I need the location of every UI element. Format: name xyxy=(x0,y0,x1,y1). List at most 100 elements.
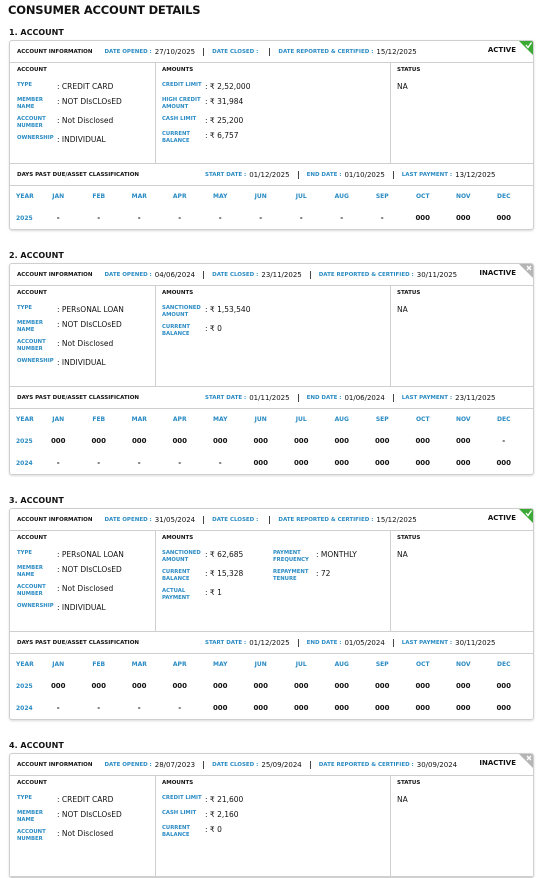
row-label: REPAYMENT TENURE xyxy=(273,569,309,582)
month-cell: 000 xyxy=(415,682,431,690)
month-row: 2025 000 000 000 000 000 000 000 000 000 000 000 - xyxy=(10,430,533,452)
month-header-cell: NOV xyxy=(455,193,471,200)
month-cell: 000 xyxy=(496,459,512,467)
row-label: TYPE xyxy=(17,305,32,311)
row-label: TYPE xyxy=(17,795,32,801)
column-title: STATUS xyxy=(397,67,421,73)
month-header-cell: FEB xyxy=(92,416,106,423)
field-label: LAST PAYMENT : xyxy=(401,639,453,646)
corner-icon xyxy=(526,265,532,271)
rows: TYPE: CREDIT CARD MEMBER NAME: NOT DIsCLO… xyxy=(17,795,149,843)
detail-row: CASH LIMIT: ₹ 25,200 xyxy=(162,116,275,126)
month-header-cell: JAN xyxy=(52,416,65,423)
month-cell: 000 xyxy=(415,459,431,467)
column-title: ACCOUNT xyxy=(17,535,47,541)
row-value: : PERsONAL LOAN xyxy=(57,550,124,559)
detail-row: ACTUAL PAYMENT: ₹ 1 xyxy=(162,588,273,602)
field-value: 30/11/2025 xyxy=(416,270,458,279)
row-label: CREDIT LIMIT xyxy=(162,82,202,88)
status-column: STATUS NA xyxy=(391,531,533,631)
account-heading: 2. ACCOUNT xyxy=(9,251,64,260)
month-cell: 000 xyxy=(293,704,309,712)
rows: TYPE: CREDIT CARD MEMBER NAME: NOT DIsCLO… xyxy=(17,82,149,145)
separator xyxy=(297,170,299,179)
field-label: DATE OPENED : xyxy=(104,516,152,523)
field-value: 31/05/2024 xyxy=(154,515,196,524)
month-cell: 000 xyxy=(455,704,471,712)
status-text: NA xyxy=(397,795,408,804)
field-value: 28/07/2023 xyxy=(154,760,196,769)
month-cell: 000 xyxy=(455,214,471,222)
separator xyxy=(203,270,205,279)
account-card: ACCOUNT INFORMATION DATE OPENED :28/07/20… xyxy=(9,753,534,878)
status-corner xyxy=(519,509,533,523)
column-title: STATUS xyxy=(397,780,421,786)
month-header-cell: AUG xyxy=(334,193,349,200)
field: LAST PAYMENT :13/12/2025 xyxy=(402,171,496,179)
row-value: : INDIVIDUAL xyxy=(57,358,106,367)
column-title: ACCOUNT xyxy=(17,290,47,296)
field-value: 01/10/2025 xyxy=(344,170,385,179)
row-label: CURRENT BALANCE xyxy=(162,569,191,582)
row-label: MEMBER NAME xyxy=(17,97,43,110)
month-cell: 000 xyxy=(172,437,188,445)
field-label: END DATE : xyxy=(306,171,342,178)
detail-row: CREDIT LIMIT: ₹ 2,52,000 xyxy=(162,82,275,92)
month-cell: - xyxy=(299,214,303,222)
month-cell: - xyxy=(56,704,60,712)
month-cell: 000 xyxy=(496,704,512,712)
month-cell: 000 xyxy=(131,437,147,445)
month-cell: 000 xyxy=(253,437,269,445)
row-label: OWNERSHIP xyxy=(17,603,54,609)
month-cell: - xyxy=(178,214,182,222)
month-row: 2024 - - - - - 000 000 000 000 000 000 000 xyxy=(10,452,533,474)
row-label: CURRENT BALANCE xyxy=(162,825,191,838)
separator xyxy=(297,638,299,647)
field-label: DATE CLOSED : xyxy=(212,761,259,768)
separator xyxy=(203,47,205,56)
status-badge: INACTIVE xyxy=(479,759,516,767)
detail-row: REPAYMENT TENURE : 72 xyxy=(273,569,384,583)
info-label: ACCOUNT INFORMATION xyxy=(17,271,93,278)
month-cell: 000 xyxy=(50,682,66,690)
month-cell: 000 xyxy=(334,682,350,690)
month-cell: - xyxy=(178,704,182,712)
row-value: : Not Disclosed xyxy=(57,116,114,125)
month-header-cell: SEP xyxy=(375,193,389,200)
month-cell: 000 xyxy=(415,437,431,445)
month-cell: - xyxy=(340,214,344,222)
row-value: : 72 xyxy=(316,569,331,578)
month-header-cell: SEP xyxy=(375,661,389,668)
info-label: ACCOUNT INFORMATION xyxy=(17,516,93,523)
field-label: START DATE : xyxy=(205,171,247,178)
field-label: DATE REPORTED & CERTIFIED : xyxy=(278,48,374,55)
month-header-cell: JUN xyxy=(254,416,267,423)
field-label: END DATE : xyxy=(306,639,342,646)
field: DATE REPORTED & CERTIFIED :15/12/2025 xyxy=(278,48,416,56)
column-title: AMOUNTS xyxy=(162,67,194,73)
amounts-grid: SANCTIONED AMOUNT: ₹ 1,53,540 CURRENT BAL… xyxy=(162,305,384,338)
month-header-cell: FEB xyxy=(92,193,106,200)
month-row: 2024 - - - - 000 000 000 000 000 000 000 000 xyxy=(10,697,533,719)
month-cell: 000 xyxy=(374,704,390,712)
field-value: 27/10/2025 xyxy=(154,47,196,56)
month-cell: 000 xyxy=(496,682,512,690)
detail-row: TYPE: PERsONAL LOAN xyxy=(17,305,149,315)
field: DATE REPORTED & CERTIFIED :15/12/2025 xyxy=(278,516,416,524)
amounts-column: AMOUNTS CREDIT LIMIT: ₹ 2,52,000 HIGH CRED… xyxy=(156,63,391,163)
month-cell: - xyxy=(97,459,101,467)
amounts-grid: SANCTIONED AMOUNT: ₹ 62,685 CURRENT BALAN… xyxy=(162,550,384,602)
month-cell: 000 xyxy=(415,704,431,712)
row-label: ACTUAL PAYMENT xyxy=(162,588,190,601)
row-label: ACCOUNT NUMBER xyxy=(17,339,46,352)
row-value: : MONTHLY xyxy=(316,550,357,559)
month-cell: 000 xyxy=(415,214,431,222)
month-cell: 000 xyxy=(496,214,512,222)
month-cell: - xyxy=(97,214,101,222)
row-label: CASH LIMIT xyxy=(162,810,197,816)
field-label: DATE REPORTED & CERTIFIED : xyxy=(318,271,414,278)
row-label: OWNERSHIP xyxy=(17,135,54,141)
month-header: YEAR JAN FEB MAR APR MAY JUN JUL AUG SEP OCT NOV DEC xyxy=(10,409,533,430)
row-label: MEMBER NAME xyxy=(17,810,43,823)
dpd-label: DAYS PAST DUE/ASSET CLASSIFICATION xyxy=(17,394,139,401)
